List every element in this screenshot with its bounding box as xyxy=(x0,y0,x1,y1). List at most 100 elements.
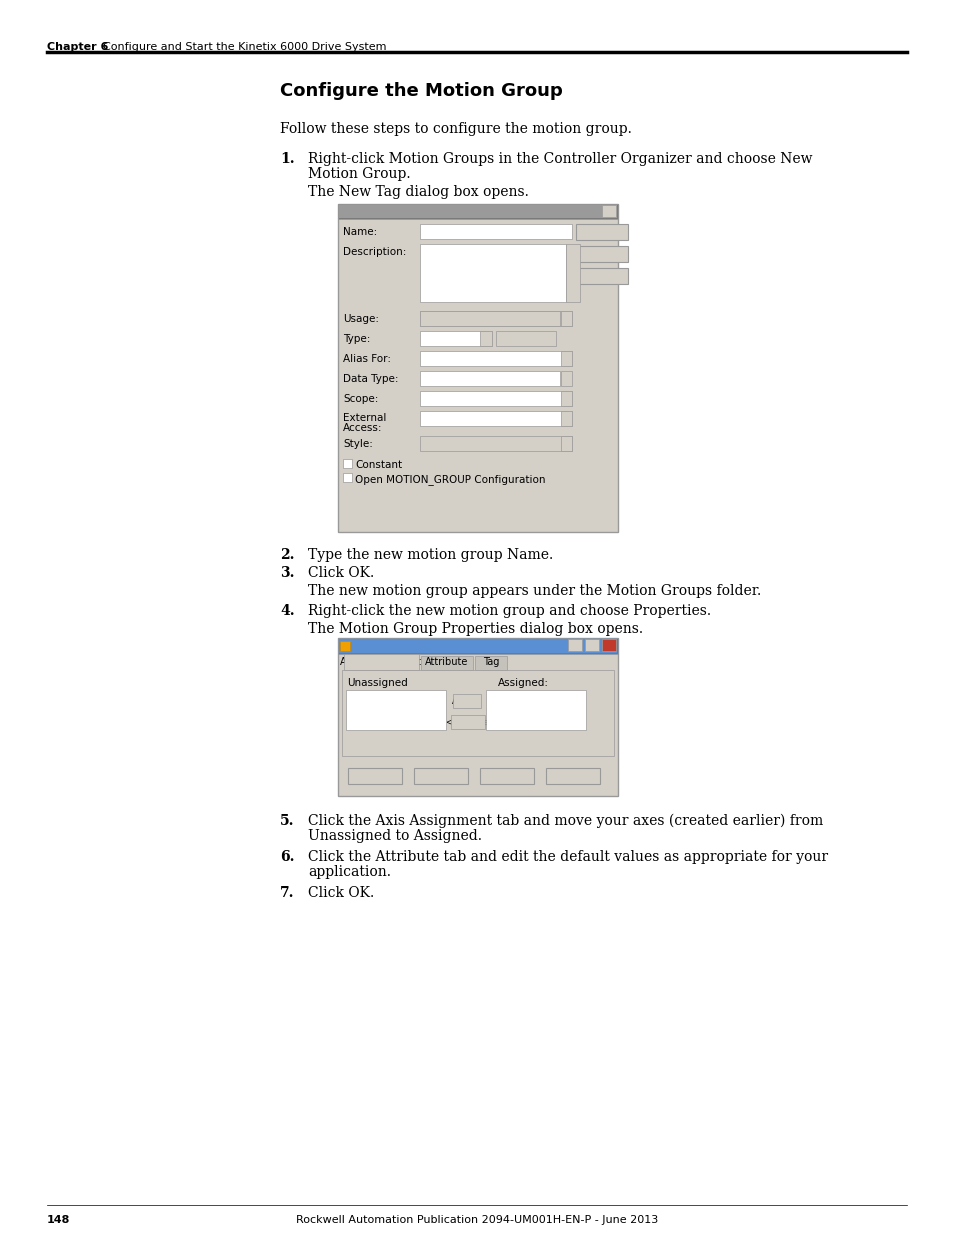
Bar xyxy=(560,411,572,426)
Bar xyxy=(475,656,506,671)
Bar xyxy=(584,638,598,651)
Text: Type:: Type: xyxy=(343,333,370,345)
Text: Attribute: Attribute xyxy=(425,657,468,667)
Bar xyxy=(346,690,446,730)
Bar xyxy=(560,370,572,387)
Text: ▼: ▼ xyxy=(562,395,568,401)
Text: Style:: Style: xyxy=(343,438,373,450)
Bar xyxy=(560,436,572,451)
Bar xyxy=(479,331,492,346)
Text: 1.: 1. xyxy=(280,152,294,165)
Text: x: x xyxy=(606,640,611,650)
Text: Name:: Name: xyxy=(343,227,376,237)
Bar xyxy=(496,331,556,346)
Text: Configure and Start the Kinetix 6000 Drive System: Configure and Start the Kinetix 6000 Dri… xyxy=(103,42,386,52)
Bar xyxy=(565,245,579,303)
Text: application.: application. xyxy=(308,864,391,879)
Bar xyxy=(341,220,614,529)
Bar xyxy=(419,436,572,451)
Text: Click OK.: Click OK. xyxy=(308,566,374,580)
Bar xyxy=(545,768,599,784)
Bar xyxy=(419,351,572,366)
Text: 148: 148 xyxy=(47,1215,71,1225)
Bar xyxy=(576,268,627,284)
Bar xyxy=(337,638,618,655)
Text: ▣ UM_SERCOS: ▣ UM_SERCOS xyxy=(422,394,495,405)
Text: 6.: 6. xyxy=(280,850,294,864)
Text: Chapter 6: Chapter 6 xyxy=(47,42,109,52)
Bar xyxy=(419,411,572,426)
Bar xyxy=(485,690,585,730)
Text: <- Remove: <- Remove xyxy=(445,718,488,727)
Text: ▼: ▼ xyxy=(562,415,568,421)
Text: Access:: Access: xyxy=(343,424,382,433)
Text: Apply: Apply xyxy=(492,772,521,782)
Text: Tag: Tag xyxy=(482,657,498,667)
Bar xyxy=(414,768,468,784)
Text: Add ->: Add -> xyxy=(452,697,481,706)
Text: The Motion Group Properties dialog box opens.: The Motion Group Properties dialog box o… xyxy=(308,622,642,636)
Text: Cancel: Cancel xyxy=(423,772,458,782)
Text: Follow these steps to configure the motion group.: Follow these steps to configure the moti… xyxy=(280,122,631,136)
Text: x: x xyxy=(605,640,610,650)
Bar xyxy=(479,768,534,784)
Text: Motion Group Properties - UM_Motion: Motion Group Properties - UM_Motion xyxy=(354,641,576,651)
Text: 7.: 7. xyxy=(280,885,294,900)
Text: Right-click Motion Groups in the Controller Organizer and choose New: Right-click Motion Groups in the Control… xyxy=(308,152,812,165)
Text: Assigned:: Assigned: xyxy=(497,678,548,688)
Text: Scope:: Scope: xyxy=(343,394,378,404)
Bar xyxy=(576,224,627,240)
Text: ▼: ▼ xyxy=(562,354,568,361)
Bar xyxy=(453,694,480,708)
Bar xyxy=(560,391,572,406)
Text: 2.: 2. xyxy=(280,548,294,562)
Text: ...: ... xyxy=(562,374,572,384)
Bar xyxy=(601,205,616,217)
Text: ▲: ▲ xyxy=(568,247,574,253)
Text: ▼: ▼ xyxy=(481,335,487,341)
Text: Rockwell Automation Publication 2094-UM001H-EN-P - June 2013: Rockwell Automation Publication 2094-UM0… xyxy=(295,1215,658,1225)
Bar xyxy=(601,638,616,651)
Text: Read/Write: Read/Write xyxy=(422,414,479,424)
Bar xyxy=(567,638,581,651)
Text: UM_Motion: UM_Motion xyxy=(422,227,479,238)
Bar xyxy=(419,311,572,326)
Text: Constant: Constant xyxy=(355,459,402,471)
Bar xyxy=(419,311,559,326)
Bar xyxy=(451,715,484,729)
Text: Cancel: Cancel xyxy=(582,249,620,261)
Text: Configure the Motion Group: Configure the Motion Group xyxy=(280,82,562,100)
Text: Click the Axis Assignment tab and move your axes (created earlier) from: Click the Axis Assignment tab and move y… xyxy=(308,814,822,829)
Bar xyxy=(560,311,572,326)
Bar xyxy=(419,391,572,406)
Bar xyxy=(339,641,350,651)
Text: Description:: Description: xyxy=(343,247,406,257)
Text: Unassigned: Unassigned xyxy=(347,678,408,688)
Text: Axis Assignment: Axis Assignment xyxy=(340,657,421,667)
Text: ▼: ▼ xyxy=(562,315,568,321)
Bar xyxy=(348,768,401,784)
Bar xyxy=(419,331,492,346)
Text: MOTION_GROUP: MOTION_GROUP xyxy=(422,374,502,385)
Text: x: x xyxy=(605,206,611,215)
Text: Help: Help xyxy=(589,272,614,282)
Text: OK: OK xyxy=(594,228,609,238)
Text: Data Type:: Data Type: xyxy=(343,374,398,384)
Text: ▼: ▼ xyxy=(562,440,568,446)
Text: 3.: 3. xyxy=(280,566,294,580)
Bar xyxy=(337,204,618,532)
Bar xyxy=(419,370,559,387)
Bar xyxy=(338,638,617,653)
Bar xyxy=(338,205,617,219)
Bar xyxy=(343,473,352,482)
Text: Click OK.: Click OK. xyxy=(308,885,374,900)
Bar xyxy=(560,351,572,366)
Text: -: - xyxy=(573,640,576,650)
Text: 5.: 5. xyxy=(280,814,294,827)
Text: Alias For:: Alias For: xyxy=(343,354,391,364)
Bar xyxy=(341,671,614,756)
Text: Axis_1: Axis_1 xyxy=(490,695,523,706)
Text: The New Tag dialog box opens.: The New Tag dialog box opens. xyxy=(308,185,528,199)
Text: <normal>: <normal> xyxy=(422,314,473,324)
Text: □: □ xyxy=(587,640,596,650)
